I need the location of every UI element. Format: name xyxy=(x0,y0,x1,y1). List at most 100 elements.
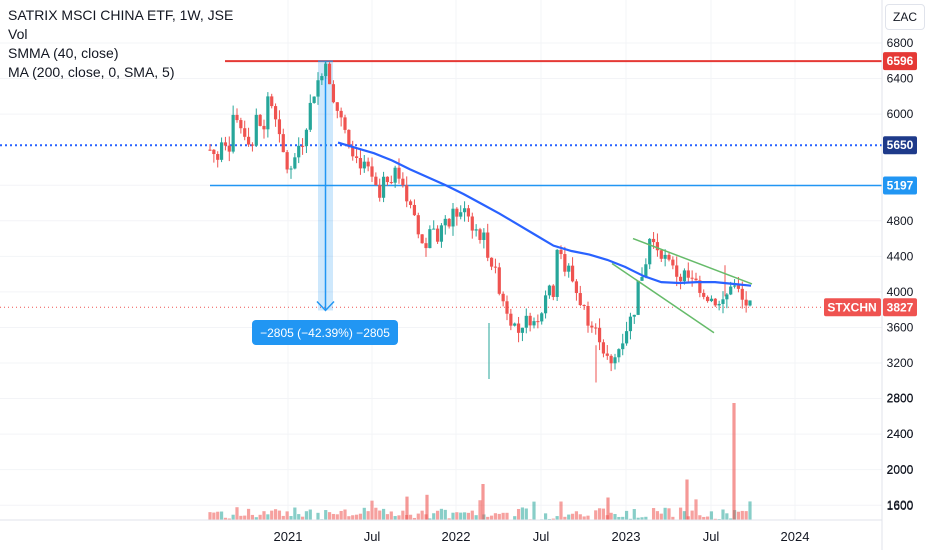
volume-bar xyxy=(594,510,598,520)
candle-body xyxy=(501,293,505,302)
candle-body xyxy=(628,316,633,332)
volume-bar xyxy=(393,516,397,520)
candle-body xyxy=(671,259,675,266)
candle-body xyxy=(304,129,309,147)
candle-body xyxy=(586,306,590,326)
volume-bar xyxy=(698,515,702,520)
legend-volume[interactable]: Vol xyxy=(8,26,28,42)
volume-bar xyxy=(555,516,559,520)
candle-body xyxy=(435,228,440,242)
volume-bar xyxy=(381,508,386,520)
candle-body xyxy=(489,257,494,267)
legend-title[interactable]: SATRIX MSCI CHINA ETF, 1W, JSE xyxy=(8,7,234,23)
volume-bar xyxy=(462,512,467,520)
volume-bar xyxy=(582,516,586,520)
candle-body xyxy=(505,301,509,314)
price-axis[interactable]: 1600200024002800320036004000440048005200… xyxy=(887,36,914,513)
candle-body xyxy=(451,208,455,227)
candle-body xyxy=(559,249,563,255)
candle-body xyxy=(312,96,316,103)
time-axis[interactable]: 2021 Jul 2022 Jul 2023 Jul 2024 xyxy=(274,529,810,544)
ticker-tag-text: STXCHN xyxy=(827,300,876,314)
candle-body xyxy=(729,286,733,295)
volume-bar xyxy=(358,513,363,520)
candle-body xyxy=(713,298,717,306)
volume-bar xyxy=(412,517,417,520)
legend-smma[interactable]: SMMA (40, close) xyxy=(8,45,119,61)
candle-body xyxy=(555,249,559,297)
volume-bar xyxy=(285,511,289,520)
volume-bar xyxy=(516,508,521,520)
volume-bar xyxy=(378,510,382,520)
volume-bar xyxy=(702,516,706,520)
candle-body xyxy=(594,327,598,329)
legend-ma[interactable]: MA (200, close, 0, SMA, 5) xyxy=(8,64,175,80)
tag-5650-bg xyxy=(883,136,917,155)
candle-body xyxy=(281,134,285,153)
candle-body xyxy=(327,63,332,85)
tag-5650-text: 5650 xyxy=(887,138,914,152)
last-price-tag-bg xyxy=(883,298,917,317)
candle-body xyxy=(663,254,667,259)
candle-body xyxy=(709,298,714,302)
volume-bar xyxy=(617,516,621,520)
measure-tool[interactable] xyxy=(316,60,335,312)
volume-bar xyxy=(636,517,640,520)
ticker-tag-bg xyxy=(824,298,881,317)
y-tick-label: 4400 xyxy=(887,249,914,263)
volume-bar xyxy=(489,515,494,520)
volume-bar xyxy=(246,508,251,520)
y-tick-label: 6000 xyxy=(887,107,914,121)
volume-bar xyxy=(354,514,359,520)
y-tick-label: 4800 xyxy=(887,214,914,228)
currency-button[interactable]: ZAC xyxy=(885,4,925,30)
volume-bar xyxy=(644,516,648,520)
candle-body xyxy=(640,277,644,281)
candle-body xyxy=(335,102,339,111)
candle-body xyxy=(231,114,235,152)
candle-body xyxy=(721,299,725,304)
x-tick-label: Jul xyxy=(364,529,381,544)
volume-bar xyxy=(497,513,501,520)
candle-body xyxy=(682,270,687,282)
volume-bar xyxy=(613,514,617,520)
volume-bar xyxy=(520,507,525,520)
volume-bar xyxy=(351,515,355,520)
candle-body xyxy=(227,145,231,152)
volume-bar xyxy=(343,509,347,520)
volume-bar xyxy=(428,518,432,520)
candle-body xyxy=(455,208,459,217)
candle-body xyxy=(547,285,552,296)
horizontal-levels[interactable] xyxy=(0,60,882,308)
candle-body xyxy=(254,114,258,146)
candle-body xyxy=(308,102,312,130)
measure-arrow-head xyxy=(316,300,335,312)
candle-body xyxy=(574,281,579,294)
volume-bar xyxy=(601,508,606,520)
volume-bar xyxy=(266,514,270,520)
price-tags: 6596 5650 5197 STXCHN 3827 xyxy=(824,52,917,317)
y-tick-label: 3200 xyxy=(887,356,914,370)
volume-bar xyxy=(335,514,339,520)
volume-bar xyxy=(551,518,555,520)
y-tick-label: 3600 xyxy=(887,320,914,334)
candle-body xyxy=(702,292,706,297)
volume-bar xyxy=(304,511,309,520)
candle-body xyxy=(540,313,544,322)
channel-lines[interactable] xyxy=(611,237,753,334)
candle-body xyxy=(424,243,428,249)
channel-lower-line xyxy=(611,262,715,334)
volume-bar xyxy=(374,507,378,520)
candle-body xyxy=(740,288,744,300)
candle-body xyxy=(432,228,436,230)
candle-body xyxy=(609,355,613,364)
candle-body xyxy=(366,161,370,167)
volume-bar xyxy=(659,513,663,520)
volume-bar xyxy=(513,516,517,520)
candle-body xyxy=(289,168,293,170)
candle-body xyxy=(443,218,447,226)
candle-body xyxy=(516,323,521,333)
candle-body xyxy=(258,114,262,126)
volume-bar xyxy=(470,510,474,520)
